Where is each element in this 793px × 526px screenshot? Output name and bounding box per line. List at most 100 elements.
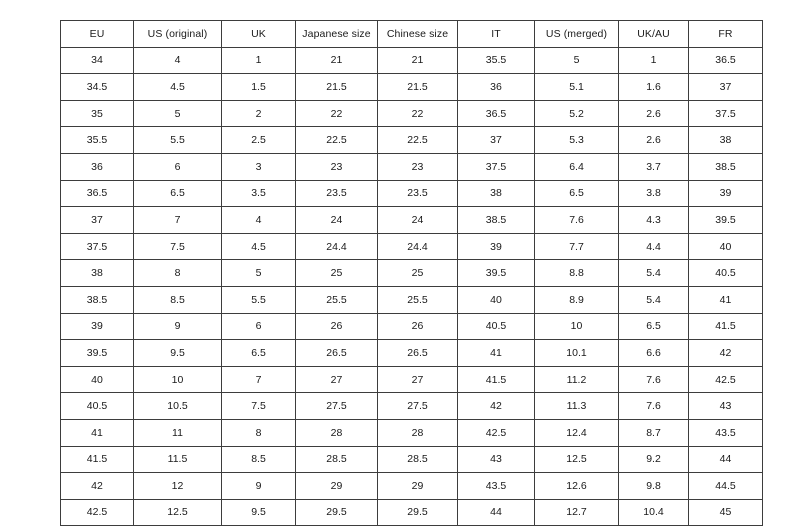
table-row: 39 9 6 26 26 40.5 10 6.5 41.5 xyxy=(60,312,763,341)
cell-fr: 40.5 xyxy=(688,259,763,287)
cell-it: 38.5 xyxy=(457,206,535,234)
cell-us-original: 8 xyxy=(133,259,222,287)
cell-us-original: 10 xyxy=(133,365,222,394)
table-row: 34 4 1 21 21 35.5 5 1 36.5 xyxy=(60,46,763,75)
cell-eu: 39 xyxy=(60,312,134,341)
cell-us-merged: 6.4 xyxy=(534,152,619,181)
cell-it: 43 xyxy=(457,445,535,474)
cell-eu: 39.5 xyxy=(60,339,134,367)
cell-uk: 8 xyxy=(221,418,296,447)
cell-eu: 42.5 xyxy=(60,498,134,526)
table-row: 41 11 8 28 28 42.5 12.4 8.7 43.5 xyxy=(60,418,763,447)
cell-it: 40.5 xyxy=(457,312,535,341)
cell-us-merged: 8.8 xyxy=(534,259,619,287)
table-row: 40 10 7 27 27 41.5 11.2 7.6 42.5 xyxy=(60,365,763,394)
cell-it: 40 xyxy=(457,285,535,314)
cell-us-original: 10.5 xyxy=(133,392,222,420)
cell-us-original: 12 xyxy=(133,472,222,500)
table-row: 42.5 12.5 9.5 29.5 29.5 44 12.7 10.4 45 xyxy=(60,498,763,526)
table-row: 40.5 10.5 7.5 27.5 27.5 42 11.3 7.6 43 xyxy=(60,392,763,420)
table-row: 41.5 11.5 8.5 28.5 28.5 43 12.5 9.2 44 xyxy=(60,445,763,474)
cell-us-original: 8.5 xyxy=(133,285,222,314)
table-row: 35.5 5.5 2.5 22.5 22.5 37 5.3 2.6 38 xyxy=(60,126,763,154)
cell-us-merged: 12.7 xyxy=(534,498,619,526)
cell-us-merged: 10 xyxy=(534,312,619,341)
cell-uk: 2 xyxy=(221,99,296,128)
cell-fr: 38 xyxy=(688,126,763,154)
cell-it: 39 xyxy=(457,232,535,261)
cell-chinese-size: 29.5 xyxy=(377,498,458,526)
cell-japanese-size: 23 xyxy=(295,152,378,181)
cell-uk: 8.5 xyxy=(221,445,296,474)
cell-us-original: 7.5 xyxy=(133,232,222,261)
column-header-uk-au: UK/AU xyxy=(618,20,689,48)
cell-eu: 37.5 xyxy=(60,232,134,261)
cell-it: 35.5 xyxy=(457,46,535,75)
cell-japanese-size: 25 xyxy=(295,259,378,287)
cell-it: 41 xyxy=(457,339,535,367)
column-header-japanese: Japanese size xyxy=(295,20,378,48)
cell-fr: 38.5 xyxy=(688,152,763,181)
column-header-chinese: Chinese size xyxy=(377,20,458,48)
cell-uk-au: 8.7 xyxy=(618,418,689,447)
cell-chinese-size: 28 xyxy=(377,418,458,447)
cell-us-merged: 11.3 xyxy=(534,392,619,420)
cell-japanese-size: 25.5 xyxy=(295,285,378,314)
cell-us-original: 5 xyxy=(133,99,222,128)
cell-uk: 7.5 xyxy=(221,392,296,420)
cell-eu: 40.5 xyxy=(60,392,134,420)
cell-fr: 39.5 xyxy=(688,206,763,234)
cell-fr: 37 xyxy=(688,73,763,101)
cell-us-original: 9.5 xyxy=(133,339,222,367)
cell-eu: 35.5 xyxy=(60,126,134,154)
cell-uk-au: 10.4 xyxy=(618,498,689,526)
table-row: 34.5 4.5 1.5 21.5 21.5 36 5.1 1.6 37 xyxy=(60,73,763,101)
cell-it: 36 xyxy=(457,73,535,101)
cell-uk: 3.5 xyxy=(221,179,296,208)
cell-fr: 37.5 xyxy=(688,99,763,128)
cell-japanese-size: 21.5 xyxy=(295,73,378,101)
cell-chinese-size: 23.5 xyxy=(377,179,458,208)
cell-us-original: 12.5 xyxy=(133,498,222,526)
cell-it: 39.5 xyxy=(457,259,535,287)
cell-chinese-size: 24.4 xyxy=(377,232,458,261)
cell-us-merged: 7.7 xyxy=(534,232,619,261)
cell-us-original: 11 xyxy=(133,418,222,447)
cell-it: 43.5 xyxy=(457,472,535,500)
cell-chinese-size: 27.5 xyxy=(377,392,458,420)
cell-fr: 44 xyxy=(688,445,763,474)
shoe-size-conversion-table-container: EU US (original) UK Japanese size Chines… xyxy=(60,20,763,526)
cell-japanese-size: 22 xyxy=(295,99,378,128)
cell-uk-au: 3.7 xyxy=(618,152,689,181)
cell-fr: 41 xyxy=(688,285,763,314)
cell-uk-au: 6.5 xyxy=(618,312,689,341)
cell-japanese-size: 24 xyxy=(295,206,378,234)
cell-japanese-size: 23.5 xyxy=(295,179,378,208)
cell-uk-au: 9.2 xyxy=(618,445,689,474)
cell-it: 42.5 xyxy=(457,418,535,447)
cell-eu: 42 xyxy=(60,472,134,500)
cell-japanese-size: 26.5 xyxy=(295,339,378,367)
cell-us-merged: 6.5 xyxy=(534,179,619,208)
cell-us-original: 7 xyxy=(133,206,222,234)
cell-us-merged: 5 xyxy=(534,46,619,75)
cell-eu: 37 xyxy=(60,206,134,234)
cell-chinese-size: 22 xyxy=(377,99,458,128)
cell-us-merged: 7.6 xyxy=(534,206,619,234)
column-header-eu: EU xyxy=(60,20,134,48)
cell-us-merged: 5.3 xyxy=(534,126,619,154)
cell-chinese-size: 28.5 xyxy=(377,445,458,474)
cell-chinese-size: 26 xyxy=(377,312,458,341)
cell-it: 36.5 xyxy=(457,99,535,128)
cell-japanese-size: 22.5 xyxy=(295,126,378,154)
cell-eu: 41.5 xyxy=(60,445,134,474)
cell-chinese-size: 24 xyxy=(377,206,458,234)
cell-uk: 6 xyxy=(221,312,296,341)
cell-chinese-size: 26.5 xyxy=(377,339,458,367)
cell-uk-au: 2.6 xyxy=(618,99,689,128)
shoe-size-conversion-table: EU US (original) UK Japanese size Chines… xyxy=(60,20,763,526)
cell-fr: 42.5 xyxy=(688,365,763,394)
page-canvas: EU US (original) UK Japanese size Chines… xyxy=(60,20,763,526)
cell-it: 44 xyxy=(457,498,535,526)
cell-japanese-size: 26 xyxy=(295,312,378,341)
